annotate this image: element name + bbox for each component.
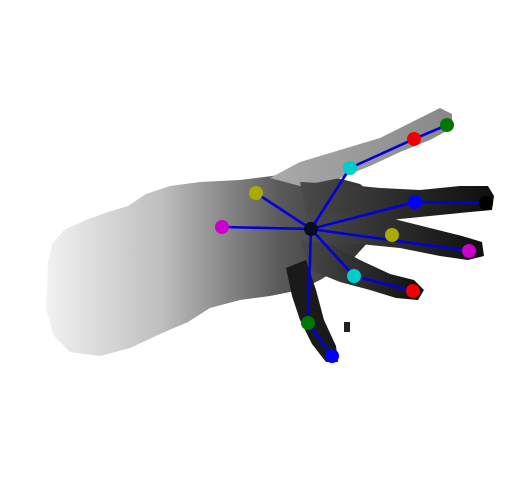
skeleton-joints — [215, 118, 493, 363]
top-finger — [270, 108, 452, 186]
joint-magenta-ring-tip — [462, 244, 476, 258]
bone — [348, 137, 416, 170]
thumb — [286, 260, 338, 362]
joint-red-little-tip — [406, 284, 420, 298]
wrist-and-palm — [46, 170, 380, 356]
joint-blue-thumb-tip — [325, 349, 339, 363]
joint-magenta-wrist — [215, 220, 229, 234]
depth-speck — [344, 322, 350, 332]
bone — [220, 225, 313, 231]
bone — [254, 191, 313, 231]
joint-green-top-tip — [440, 118, 454, 132]
joint-blue-middle — [408, 195, 422, 209]
bone — [306, 227, 313, 325]
joint-cyan-little — [347, 269, 361, 283]
joint-palm-center — [304, 222, 318, 236]
joint-yellow-upper — [249, 186, 263, 200]
joint-black-middle-tip — [479, 196, 493, 210]
bone — [413, 200, 488, 205]
joint-yellow-ring — [385, 228, 399, 242]
bone — [352, 274, 415, 293]
hand-silhouette — [46, 108, 494, 362]
joint-cyan-top — [343, 161, 357, 175]
bone — [309, 200, 417, 231]
bone — [309, 166, 352, 231]
joint-red-top — [407, 132, 421, 146]
joint-green-thumb — [301, 316, 315, 330]
bone — [309, 227, 356, 278]
